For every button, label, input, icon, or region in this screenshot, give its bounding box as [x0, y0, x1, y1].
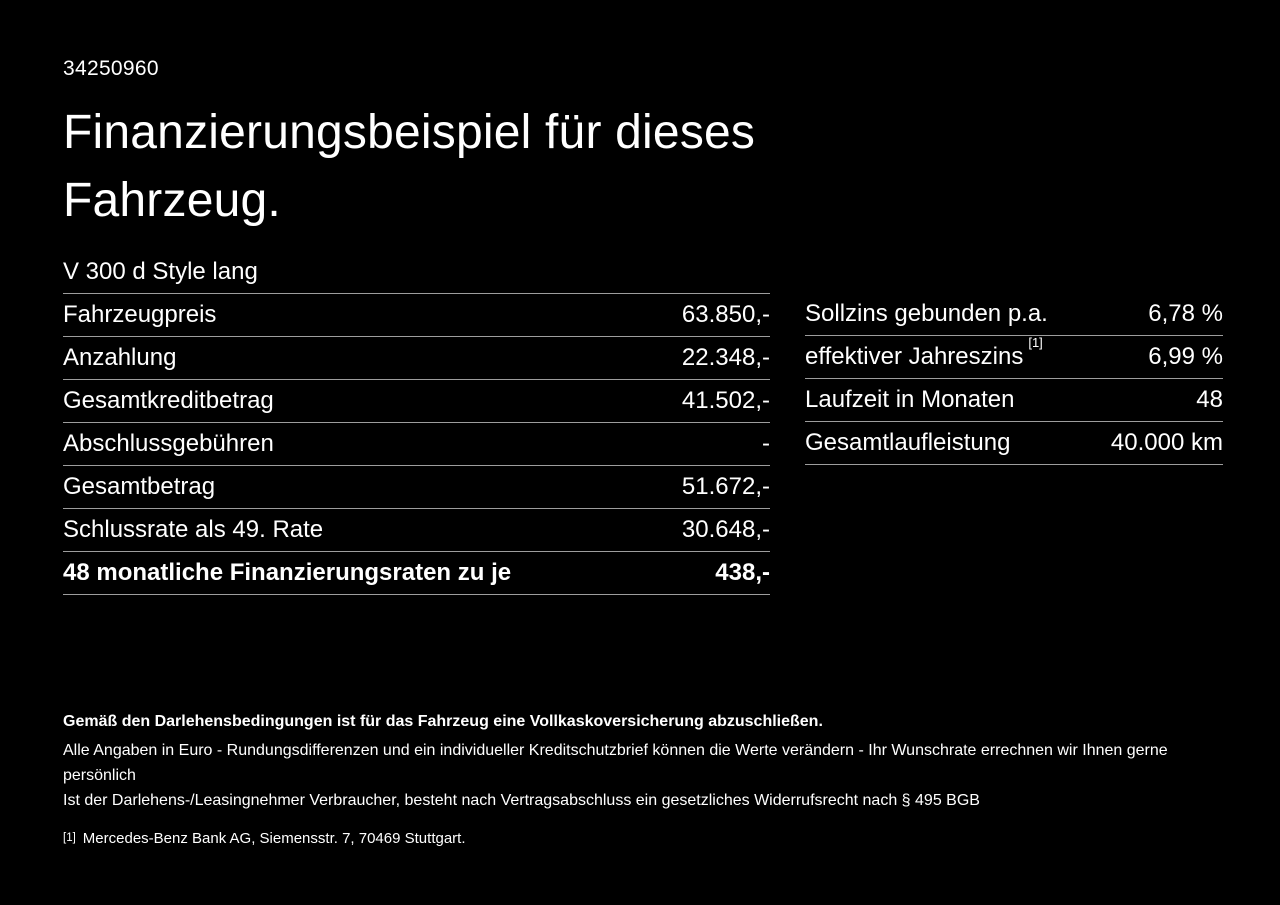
row-label: effektiver Jahreszins [1]	[805, 335, 1043, 371]
table-row-effektiver-jahreszins: effektiver Jahreszins [1] 6,99 %	[805, 335, 1223, 379]
disclaimer-line-1: Alle Angaben in Euro - Rundungsdifferenz…	[63, 742, 1168, 784]
footnote-bank-address: [1] Mercedes-Benz Bank AG, Siemensstr. 7,…	[63, 826, 1223, 853]
row-value: 6,78 %	[1148, 300, 1223, 327]
table-row-laufzeit: Laufzeit in Monaten 48	[805, 379, 1223, 422]
row-label: Gesamtbetrag	[63, 473, 216, 500]
finance-cost-table: Fahrzeugpreis 63.850,- Anzahlung 22.348,…	[63, 293, 770, 595]
table-row-monthly-rate: 48 monatliche Finanzierungsraten zu je 4…	[63, 552, 770, 595]
row-value: 40.000 km	[1110, 429, 1223, 456]
table-row-fahrzeugpreis: Fahrzeugpreis 63.850,-	[63, 294, 770, 337]
row-value: -	[762, 430, 770, 457]
row-label-text: effektiver Jahreszins	[805, 343, 1024, 370]
row-label: Gesamtkreditbetrag	[63, 387, 274, 414]
finance-tables: Fahrzeugpreis 63.850,- Anzahlung 22.348,…	[63, 293, 1223, 595]
row-value: 6,99 %	[1148, 343, 1223, 370]
row-value: 30.648,-	[681, 516, 770, 543]
listing-id: 34250960	[63, 57, 159, 80]
table-row-anzahlung: Anzahlung 22.348,-	[63, 337, 770, 380]
row-label: Schlussrate als 49. Rate	[63, 516, 324, 543]
row-value: 48	[1196, 386, 1223, 413]
footnote-marker: [1]	[63, 832, 76, 844]
table-row-gesamtkreditbetrag: Gesamtkreditbetrag 41.502,-	[63, 380, 770, 423]
page-title: Finanzierungsbeispiel für dieses Fahrzeu…	[63, 106, 756, 227]
footnote-reference-icon: [1]	[1028, 335, 1043, 350]
insurance-requirement-note: Gemäß den Darlehensbedingungen ist für d…	[63, 713, 823, 730]
row-label: Laufzeit in Monaten	[805, 386, 1015, 413]
finance-conditions-table: Sollzins gebunden p.a. 6,78 % effektiver…	[805, 293, 1223, 595]
row-label: Gesamtlaufleistung	[805, 429, 1011, 456]
row-value: 22.348,-	[681, 344, 770, 371]
row-value: 41.502,-	[681, 387, 770, 414]
row-label: Fahrzeugpreis	[63, 301, 217, 328]
table-row-sollzins: Sollzins gebunden p.a. 6,78 %	[805, 293, 1223, 336]
table-row-gesamtbetrag: Gesamtbetrag 51.672,-	[63, 466, 770, 509]
footer-disclaimers: Gemäß den Darlehensbedingungen ist für d…	[63, 709, 1223, 853]
vehicle-model: V 300 d Style lang	[63, 258, 258, 285]
table-row-abschlussgebuehren: Abschlussgebühren -	[63, 423, 770, 466]
table-row-schlussrate: Schlussrate als 49. Rate 30.648,-	[63, 509, 770, 552]
row-label: 48 monatliche Finanzierungsraten zu je	[63, 559, 512, 586]
row-label: Sollzins gebunden p.a.	[805, 300, 1048, 327]
footnote-text: Mercedes-Benz Bank AG, Siemensstr. 7, 70…	[82, 830, 466, 847]
row-value: 63.850,-	[681, 301, 770, 328]
row-value: 51.672,-	[681, 473, 770, 500]
disclaimer-line-2: Ist der Darlehens-/Leasingnehmer Verbrau…	[63, 792, 980, 809]
row-value: 438,-	[715, 559, 770, 586]
table-row-gesamtlaufleistung: Gesamtlaufleistung 40.000 km	[805, 422, 1223, 465]
row-label: Anzahlung	[63, 344, 177, 371]
row-label: Abschlussgebühren	[63, 430, 274, 457]
